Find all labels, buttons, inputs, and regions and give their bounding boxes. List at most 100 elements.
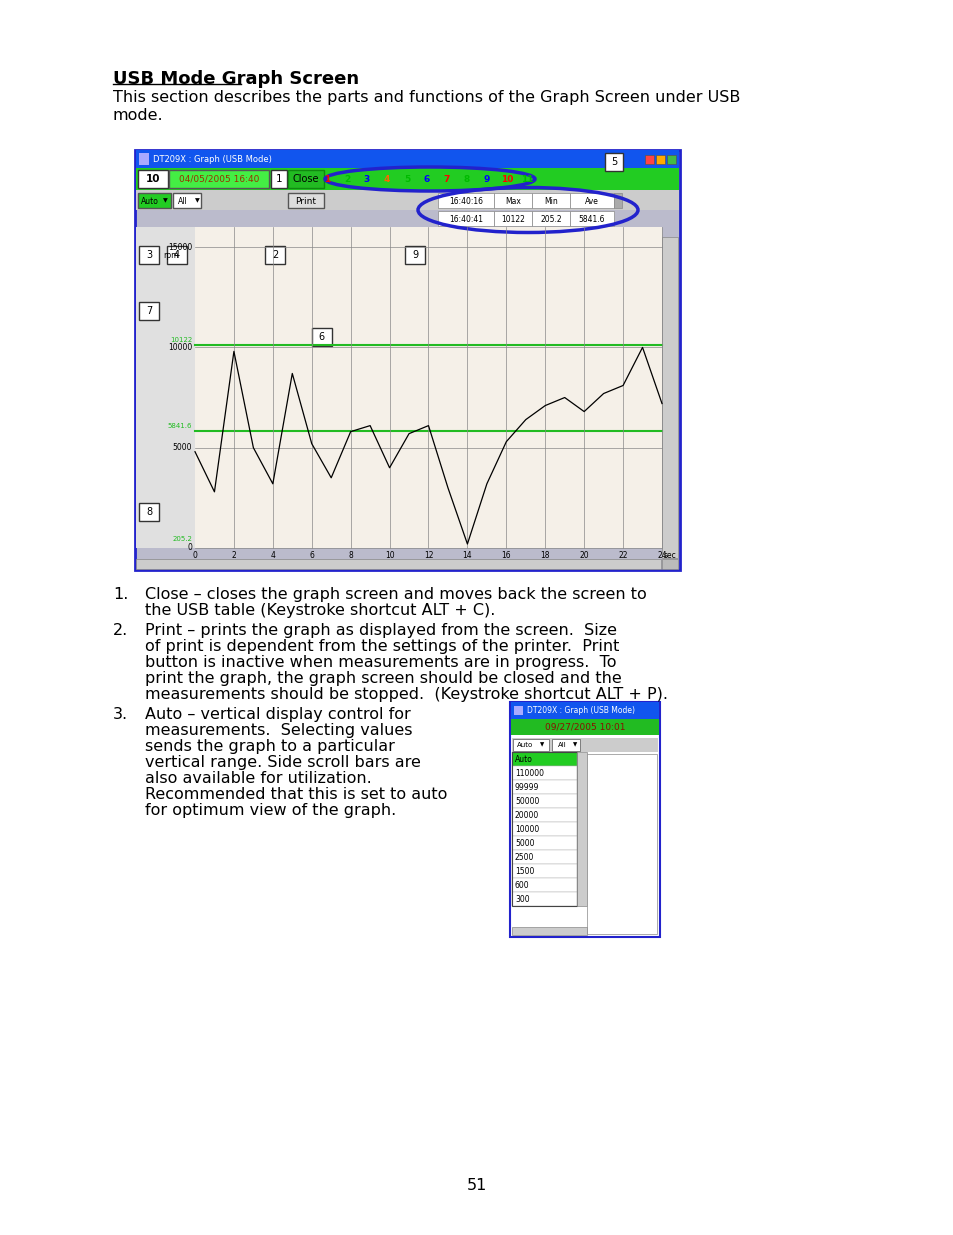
Text: 4: 4 bbox=[383, 174, 390, 184]
Bar bbox=[552, 739, 579, 751]
Text: All: All bbox=[178, 196, 188, 205]
Bar bbox=[569, 193, 614, 207]
Text: 9: 9 bbox=[483, 174, 490, 184]
Text: 10122: 10122 bbox=[170, 337, 192, 343]
Bar bbox=[136, 168, 679, 190]
Text: rpm: rpm bbox=[163, 251, 178, 259]
Text: 04/05/2005 16:40: 04/05/2005 16:40 bbox=[178, 174, 259, 184]
Bar bbox=[138, 193, 171, 207]
Text: ▼: ▼ bbox=[194, 199, 199, 204]
Text: 10: 10 bbox=[384, 551, 394, 559]
Bar bbox=[666, 156, 676, 164]
Text: 8: 8 bbox=[146, 506, 152, 517]
Text: 7: 7 bbox=[146, 306, 152, 316]
Text: 1: 1 bbox=[275, 174, 282, 184]
Text: button is inactive when measurements are in progress.  To: button is inactive when measurements are… bbox=[145, 655, 616, 671]
Text: 09/27/2005 10:01: 09/27/2005 10:01 bbox=[544, 722, 624, 731]
Text: 2.: 2. bbox=[112, 622, 128, 638]
Text: Min: Min bbox=[543, 196, 558, 205]
Bar bbox=[512, 794, 577, 808]
Text: 3: 3 bbox=[146, 249, 152, 261]
Bar bbox=[194, 227, 661, 548]
Text: sends the graph to a particular: sends the graph to a particular bbox=[145, 739, 395, 755]
Bar bbox=[136, 559, 660, 569]
Bar bbox=[405, 246, 424, 264]
Text: 12: 12 bbox=[423, 551, 433, 559]
Text: 4: 4 bbox=[173, 249, 180, 261]
Bar bbox=[513, 739, 548, 751]
Text: ▼: ▼ bbox=[539, 742, 543, 747]
Text: 16:40:41: 16:40:41 bbox=[449, 215, 482, 224]
Bar bbox=[437, 211, 494, 226]
Text: Print: Print bbox=[295, 196, 316, 205]
Text: Auto – vertical display control for: Auto – vertical display control for bbox=[145, 706, 411, 722]
Text: 20: 20 bbox=[578, 551, 588, 559]
Bar bbox=[265, 246, 285, 264]
Text: of print is dependent from the settings of the printer.  Print: of print is dependent from the settings … bbox=[145, 638, 618, 655]
Text: 0: 0 bbox=[193, 551, 197, 559]
Text: 3: 3 bbox=[363, 174, 370, 184]
Text: 110000: 110000 bbox=[515, 768, 543, 778]
Text: Ave: Ave bbox=[584, 196, 598, 205]
Text: 5: 5 bbox=[403, 174, 410, 184]
Text: 0: 0 bbox=[187, 543, 192, 552]
Text: 14: 14 bbox=[462, 551, 472, 559]
Bar bbox=[511, 719, 659, 735]
Text: Auto: Auto bbox=[515, 755, 533, 763]
Text: 3.: 3. bbox=[112, 706, 128, 722]
Text: 16:40:16: 16:40:16 bbox=[449, 196, 482, 205]
Bar bbox=[512, 739, 658, 752]
Text: 10: 10 bbox=[500, 174, 513, 184]
Bar bbox=[644, 156, 654, 164]
Text: 205.2: 205.2 bbox=[539, 215, 561, 224]
Bar bbox=[138, 170, 168, 188]
Text: Auto: Auto bbox=[517, 742, 533, 748]
Bar bbox=[512, 927, 586, 935]
Text: ▼: ▼ bbox=[572, 742, 577, 747]
Text: ▼: ▼ bbox=[162, 199, 167, 204]
Bar bbox=[510, 701, 659, 937]
Text: 99999: 99999 bbox=[515, 783, 538, 792]
Bar bbox=[511, 701, 659, 719]
Text: 6: 6 bbox=[423, 174, 430, 184]
Bar bbox=[512, 836, 577, 850]
Bar bbox=[512, 781, 577, 794]
Text: Auto: Auto bbox=[141, 196, 159, 205]
Text: 8: 8 bbox=[463, 174, 470, 184]
Text: 2: 2 bbox=[272, 249, 278, 261]
Bar bbox=[437, 193, 494, 207]
Text: 18: 18 bbox=[540, 551, 550, 559]
Bar bbox=[569, 211, 614, 226]
Text: USB Mode Graph Screen: USB Mode Graph Screen bbox=[112, 70, 358, 88]
Bar bbox=[136, 190, 679, 210]
Text: the USB table (Keystroke shortcut ALT + C).: the USB table (Keystroke shortcut ALT + … bbox=[145, 603, 495, 618]
Text: print the graph, the graph screen should be closed and the: print the graph, the graph screen should… bbox=[145, 671, 621, 685]
Text: Close: Close bbox=[293, 174, 319, 184]
Text: This section describes the parts and functions of the Graph Screen under USB: This section describes the parts and fun… bbox=[112, 90, 740, 105]
Text: 2500: 2500 bbox=[515, 852, 534, 862]
Text: also available for utilization.: also available for utilization. bbox=[145, 771, 372, 785]
Text: 600: 600 bbox=[515, 881, 529, 889]
Bar bbox=[494, 211, 532, 226]
Bar bbox=[532, 211, 569, 226]
Bar bbox=[288, 193, 324, 207]
Bar bbox=[532, 193, 569, 207]
Text: 1.: 1. bbox=[112, 587, 129, 601]
Text: 5841.6: 5841.6 bbox=[578, 215, 604, 224]
Text: 20000: 20000 bbox=[515, 810, 538, 820]
Text: 1500: 1500 bbox=[515, 867, 534, 876]
Text: All: All bbox=[558, 742, 566, 748]
Text: 2: 2 bbox=[343, 174, 350, 184]
Text: 1: 1 bbox=[323, 174, 330, 184]
Text: 10000: 10000 bbox=[168, 343, 192, 352]
Bar bbox=[661, 237, 678, 558]
Text: 10122: 10122 bbox=[500, 215, 524, 224]
Text: Recommended that this is set to auto: Recommended that this is set to auto bbox=[145, 787, 447, 802]
Text: for optimum view of the graph.: for optimum view of the graph. bbox=[145, 803, 395, 818]
Bar bbox=[139, 303, 159, 320]
Bar bbox=[577, 752, 586, 906]
Text: 16: 16 bbox=[501, 551, 511, 559]
Text: Max: Max bbox=[504, 196, 520, 205]
Bar bbox=[512, 752, 577, 906]
Text: 10: 10 bbox=[146, 174, 160, 184]
